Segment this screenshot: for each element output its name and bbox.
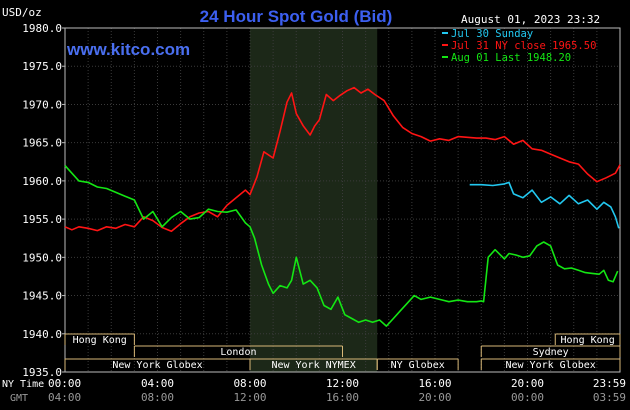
x-tick-label-ny: 08:00 — [233, 377, 266, 390]
y-tick-label: 1970.0 — [22, 98, 62, 111]
legend-entry: Jul 30 Sunday — [451, 28, 533, 40]
x-tick-label-gmt: 16:00 — [326, 391, 359, 404]
chart-title: 24 Hour Spot Gold (Bid) — [200, 7, 393, 26]
y-tick-label: 1955.0 — [22, 213, 62, 226]
x-tick-label-ny: 23:59 — [593, 377, 626, 390]
legend-swatch — [442, 44, 448, 46]
watermark-text: www.kitco.com — [66, 40, 190, 59]
series-lines — [64, 86, 621, 327]
x-tick-label-ny: 00:00 — [48, 377, 81, 390]
y-tick-label: 1945.0 — [22, 290, 62, 303]
market-sessions: Hong Kong Hong Kong London Sydney New York G… — [64, 333, 621, 371]
x-tick-label-gmt: 12:00 — [233, 391, 266, 404]
x-tick-label-gmt: 03:59 — [593, 391, 626, 404]
legend-swatch — [442, 32, 448, 34]
session-label: London — [220, 347, 256, 358]
session-label: New York Globex — [505, 360, 595, 371]
x-tick-label-ny: 16:00 — [418, 377, 451, 390]
legend-swatch — [442, 56, 448, 58]
y-axis-ticks: 1935.0 1940.0 1945.0 1950.0 1955.0 1960.0 1965… — [22, 22, 65, 379]
y-tick-label: 1950.0 — [22, 251, 62, 264]
legend-entry: Aug 01 Last 1948.20 — [451, 52, 571, 64]
y-tick-label: 1940.0 — [22, 328, 62, 341]
y-tick-label: 1980.0 — [22, 22, 62, 35]
x-tick-label-gmt: 04:00 — [48, 391, 81, 404]
session-label: New York Globex — [112, 360, 202, 371]
x-tick-label-gmt: 20:00 — [418, 391, 451, 404]
x-axis-ticks: 00:0004:0004:0008:0008:0012:0012:0016:00… — [48, 377, 626, 404]
y-tick-label: 1935.0 — [22, 366, 62, 379]
series-line — [64, 165, 619, 327]
x-tick-label-ny: 04:00 — [141, 377, 174, 390]
session-label: Hong Kong — [561, 335, 615, 346]
x-tick-label-ny: 20:00 — [511, 377, 544, 390]
unit-label: USD/oz — [2, 6, 42, 19]
legend-entry: Jul 31 NY close 1965.50 — [451, 40, 596, 52]
timestamp: August 01, 2023 23:32 — [461, 13, 600, 26]
ny-session-highlight — [250, 28, 378, 372]
x-tick-label-ny: 12:00 — [326, 377, 359, 390]
y-tick-label: 1965.0 — [22, 137, 62, 150]
session-label: New York NYMEX — [271, 360, 355, 371]
x-tick-label-gmt: 08:00 — [141, 391, 174, 404]
plot-frame — [64, 27, 621, 373]
series-line — [64, 86, 621, 233]
y-tick-label: 1960.0 — [22, 175, 62, 188]
session-label: Sydney — [533, 347, 569, 358]
y-tick-label: 1975.0 — [22, 60, 62, 73]
x-tick-label-gmt: 00:00 — [511, 391, 544, 404]
session-label: Hong Kong — [73, 335, 127, 346]
series-line — [469, 181, 620, 229]
x-axis-row-label-gmt: GMT — [10, 393, 28, 404]
grid-lines — [65, 27, 620, 373]
session-label: NY Globex — [391, 360, 445, 371]
x-axis-row-label-ny: NY Time — [2, 379, 44, 390]
